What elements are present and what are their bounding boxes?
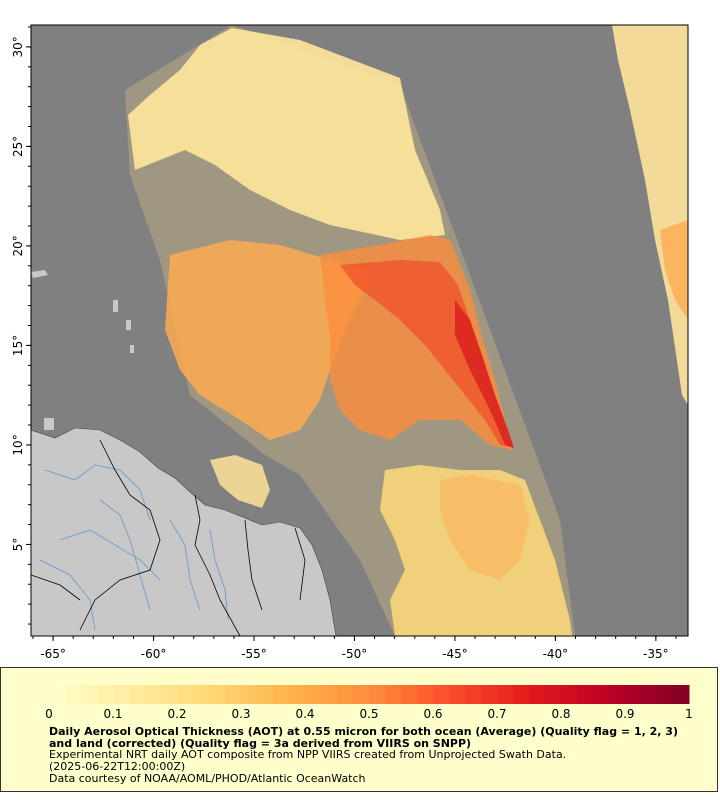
aot-region-northwest xyxy=(128,28,445,240)
colorbar-ticks: 0 0.1 0.2 0.3 0.4 0.5 0.6 0.7 0.8 0.9 1 xyxy=(45,707,693,721)
lon-tick-label: -35° xyxy=(643,647,669,661)
legend-panel: 0 0.1 0.2 0.3 0.4 0.5 0.6 0.7 0.8 0.9 1 Daily Aero… xyxy=(0,667,718,792)
colorbar-cell xyxy=(385,685,402,704)
lat-tick-label: 10° xyxy=(11,434,25,455)
colorbar-cell xyxy=(657,685,674,704)
colorbar-cell xyxy=(289,685,306,704)
colorbar-cell xyxy=(161,685,178,704)
lat-tick-label: 25° xyxy=(11,136,25,157)
lon-tick-label: -60° xyxy=(141,647,167,661)
colorbar-cell xyxy=(497,685,514,704)
colorbar-cell xyxy=(353,685,370,704)
colorbar-cell xyxy=(241,685,258,704)
land-puerto-rico xyxy=(31,270,48,278)
colorbar-tick-label: 0.6 xyxy=(423,707,442,721)
aot-region-west-plume xyxy=(165,240,370,440)
colorbar-cell xyxy=(81,685,98,704)
land-island-a xyxy=(113,300,118,312)
colorbar-cell xyxy=(129,685,146,704)
colorbar-cell xyxy=(417,685,434,704)
map-frame xyxy=(30,24,689,637)
colorbar-tick-label: 0.8 xyxy=(551,707,570,721)
colorbar-cell xyxy=(305,685,322,704)
colorbar-tick-label: 0.3 xyxy=(231,707,250,721)
colorbar: 0 0.1 0.2 0.3 0.4 0.5 0.6 0.7 0.8 0.9 1 xyxy=(45,685,693,721)
colorbar-cell xyxy=(513,685,530,704)
latitude-axis: 5° 10° 15° 20° 25° 30° xyxy=(11,26,31,625)
caption-title: Daily Aerosol Optical Thickness (AOT) at… xyxy=(49,725,678,750)
colorbar-cell xyxy=(593,685,610,704)
colorbar-tick-label: 0.7 xyxy=(487,707,506,721)
colorbar-cell xyxy=(369,685,386,704)
colorbar-cell xyxy=(337,685,354,704)
colorbar-cell xyxy=(209,685,226,704)
lon-tick-label: -50° xyxy=(342,647,368,661)
colorbar-cell xyxy=(65,685,82,704)
colorbar-cell xyxy=(673,685,690,704)
land-island-c xyxy=(130,345,134,353)
country-borders xyxy=(31,439,306,636)
colorbar-cell xyxy=(145,685,162,704)
lat-tick-label: 5° xyxy=(11,538,25,552)
lon-tick-label: -65° xyxy=(40,647,66,661)
colorbar-cell xyxy=(433,685,450,704)
aot-region-south-west xyxy=(210,455,270,508)
colorbar-cell xyxy=(193,685,210,704)
colorbar-cell xyxy=(481,685,498,704)
colorbar-cell xyxy=(273,685,290,704)
colorbar-tick-label: 0.1 xyxy=(103,707,122,721)
lon-tick-label: -55° xyxy=(241,647,267,661)
colorbar-tick-label: 0.2 xyxy=(167,707,186,721)
lon-tick-label: -40° xyxy=(543,647,569,661)
colorbar-cell xyxy=(641,685,658,704)
colorbar-cell xyxy=(401,685,418,704)
aot-region-peak xyxy=(340,260,514,448)
colorbar-cell xyxy=(177,685,194,704)
rivers xyxy=(39,464,229,631)
land-south-america xyxy=(31,427,337,636)
colorbar-tick-label: 0.5 xyxy=(359,707,378,721)
land-trinidad xyxy=(44,418,54,430)
colorbar-cell xyxy=(465,685,482,704)
lat-tick-label: 15° xyxy=(11,335,25,356)
aot-map: -65° -60° -55° -50° -45° -40° -35° 5° 10° 15° 20°… xyxy=(11,24,689,661)
caption-line2: (2025-06-22T12:00:00Z) xyxy=(49,760,186,773)
aot-region-south-east xyxy=(440,475,530,580)
colorbar-cell xyxy=(321,685,338,704)
caption-line1: Experimental NRT daily AOT composite fro… xyxy=(49,748,567,761)
colorbar-cell xyxy=(545,685,562,704)
aot-swath-east-orange xyxy=(660,220,688,320)
aot-swath-east xyxy=(612,25,688,405)
colorbar-cell xyxy=(113,685,130,704)
map-panel: -65° -60° -55° -50° -45° -40° -35° 5° 10° 15° 20°… xyxy=(11,24,689,661)
colorbar-cell xyxy=(449,685,466,704)
lat-tick-label: 20° xyxy=(11,235,25,256)
colorbar-tick-label: 1 xyxy=(685,707,693,721)
colorbar-tick-label: 0.4 xyxy=(295,707,314,721)
colorbar-cell xyxy=(561,685,578,704)
colorbar-cell xyxy=(49,685,66,704)
colorbar-cells xyxy=(49,685,690,704)
colorbar-cell xyxy=(529,685,546,704)
colorbar-tick-label: 0 xyxy=(45,707,53,721)
colorbar-cell xyxy=(97,685,114,704)
longitude-axis: -65° -60° -55° -50° -45° -40° -35° xyxy=(32,636,677,661)
colorbar-cell xyxy=(609,685,626,704)
colorbar-cell xyxy=(625,685,642,704)
aot-region-peak-core xyxy=(455,300,514,448)
lat-tick-label: 30° xyxy=(11,36,25,57)
caption-line3: Data courtesy of NOAA/AOML/PHOD/Atlantic… xyxy=(49,772,366,785)
colorbar-cell xyxy=(225,685,242,704)
colorbar-cell xyxy=(257,685,274,704)
colorbar-cell xyxy=(577,685,594,704)
land-island-b xyxy=(126,320,131,330)
lon-tick-label: -45° xyxy=(442,647,468,661)
colorbar-tick-label: 0.9 xyxy=(615,707,634,721)
